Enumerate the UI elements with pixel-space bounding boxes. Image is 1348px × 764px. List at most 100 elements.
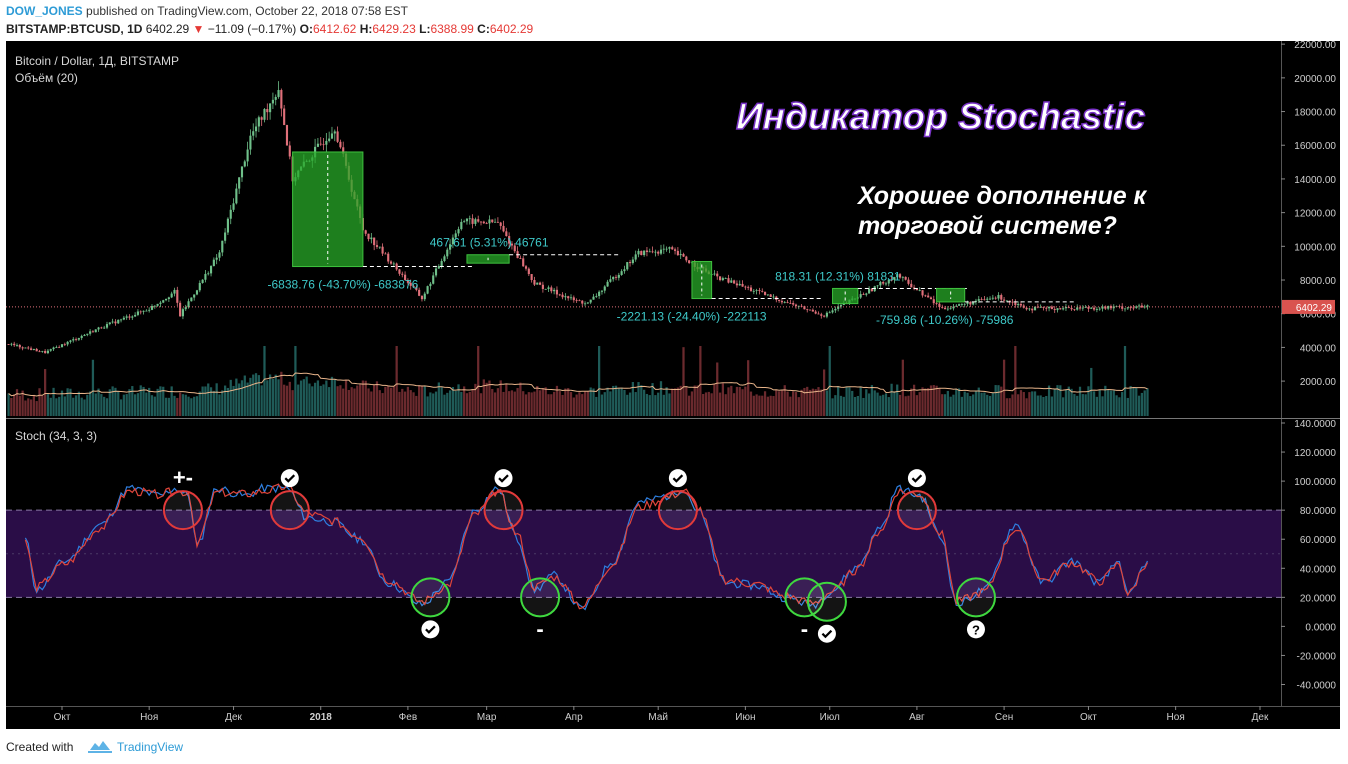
volume-bar: [915, 395, 919, 416]
candle-body: [550, 287, 553, 292]
candle-body: [1090, 307, 1093, 309]
volume-bar: [547, 394, 550, 416]
candle-body: [119, 319, 123, 321]
volume-bar: [876, 392, 879, 416]
volume-bar: [1135, 387, 1138, 416]
volume-bar: [204, 386, 207, 416]
candle-body: [1073, 309, 1076, 311]
candle-body: [1056, 308, 1059, 311]
volume-bar: [465, 393, 469, 416]
volume-bar: [564, 388, 567, 416]
chart-area[interactable]: 2000.00 4000.00 6000.00 8000.00 10000.00 1200…: [6, 41, 1340, 729]
candle-body: [136, 311, 139, 315]
volume-bar: [1101, 396, 1104, 416]
check-badge-icon: [280, 469, 299, 488]
tradingview-logo-icon[interactable]: [88, 738, 112, 754]
candle-body: [578, 300, 581, 302]
candle-body: [280, 90, 283, 109]
candle-body: [325, 140, 328, 145]
candle-body: [837, 306, 840, 309]
volume-bar: [409, 390, 412, 416]
volume-bar: [637, 382, 640, 416]
candle-body: [505, 231, 508, 237]
volume-bar: [1064, 389, 1068, 416]
tradingview-link[interactable]: TradingView: [117, 740, 184, 754]
candle-body: [780, 300, 783, 303]
volume-bar: [493, 392, 497, 416]
volume-bar: [516, 388, 519, 416]
volume-bar: [929, 385, 933, 416]
volume-bar: [598, 346, 601, 416]
candle-body: [721, 278, 724, 281]
volume-bar: [66, 388, 69, 416]
candle-body: [454, 233, 457, 238]
candle-body: [7, 344, 10, 345]
volume-bar: [980, 392, 983, 416]
candle-body: [901, 276, 904, 278]
candle-body: [1138, 305, 1141, 307]
volume-bar: [817, 387, 820, 416]
candle-body: [758, 290, 761, 292]
volume-bar: [662, 394, 665, 416]
author-link[interactable]: DOW_JONES: [6, 4, 83, 18]
candle-body: [927, 295, 930, 298]
candle-body: [938, 303, 941, 308]
candle-body: [862, 294, 865, 295]
candle-body: [52, 347, 55, 350]
candle-body: [375, 245, 379, 247]
volume-bar: [350, 387, 353, 416]
candle-body: [277, 90, 280, 97]
ohlc-line: BITSTAMP:BTCUSD, 1D 6402.29 ▼ −11.09 (−0…: [6, 22, 533, 36]
candle-body: [74, 339, 78, 340]
candle-body: [167, 297, 170, 299]
time-tick-label: Дек: [225, 712, 242, 723]
candle-body: [679, 254, 682, 256]
time-tick-label: 2018: [310, 712, 333, 723]
candle-body: [111, 321, 114, 323]
volume-bar: [822, 369, 826, 416]
candle-body: [651, 251, 654, 253]
candle-body: [569, 297, 573, 299]
volume-bar: [46, 394, 50, 416]
candle-body: [628, 262, 632, 264]
volume-bar: [249, 377, 252, 416]
candle-body: [246, 149, 249, 162]
volume-bar: [285, 385, 289, 416]
volume-bar: [749, 391, 753, 416]
volume-bar: [867, 393, 871, 416]
volume-bar: [536, 385, 539, 416]
candle-body: [755, 290, 758, 291]
volume-bar: [879, 395, 882, 416]
volume-bar: [645, 393, 649, 416]
volume-bar: [595, 396, 598, 416]
volume-bar: [882, 394, 885, 416]
candle-body: [718, 276, 722, 281]
volume-bar: [957, 388, 961, 416]
volume-bar: [156, 388, 159, 416]
volume-bar: [94, 393, 97, 416]
candle-body: [46, 350, 50, 354]
candle-body: [561, 294, 564, 298]
chart-canvas[interactable]: 2000.00 4000.00 6000.00 8000.00 10000.00 1200…: [6, 41, 1340, 729]
check-badge-icon: [668, 469, 687, 488]
volume-bar: [938, 388, 941, 416]
volume-bar: [825, 390, 829, 416]
candle-body: [783, 302, 786, 303]
candle-body: [839, 305, 843, 307]
candle-body: [224, 232, 227, 241]
check-mark: [498, 474, 509, 483]
close-label: C:: [477, 22, 490, 36]
candle-body: [105, 324, 109, 328]
candle-body: [373, 237, 376, 246]
low-label: L:: [419, 22, 431, 36]
volume-bar: [477, 346, 480, 416]
candle-body: [522, 258, 525, 267]
volume-bar: [969, 396, 972, 416]
candle-body: [201, 279, 204, 284]
candle-body: [609, 279, 612, 282]
candle-body: [662, 248, 665, 250]
check-mark: [284, 474, 296, 483]
candle-body: [499, 222, 502, 226]
time-tick-label: Ноя: [1167, 712, 1185, 723]
candle-body: [494, 221, 497, 223]
